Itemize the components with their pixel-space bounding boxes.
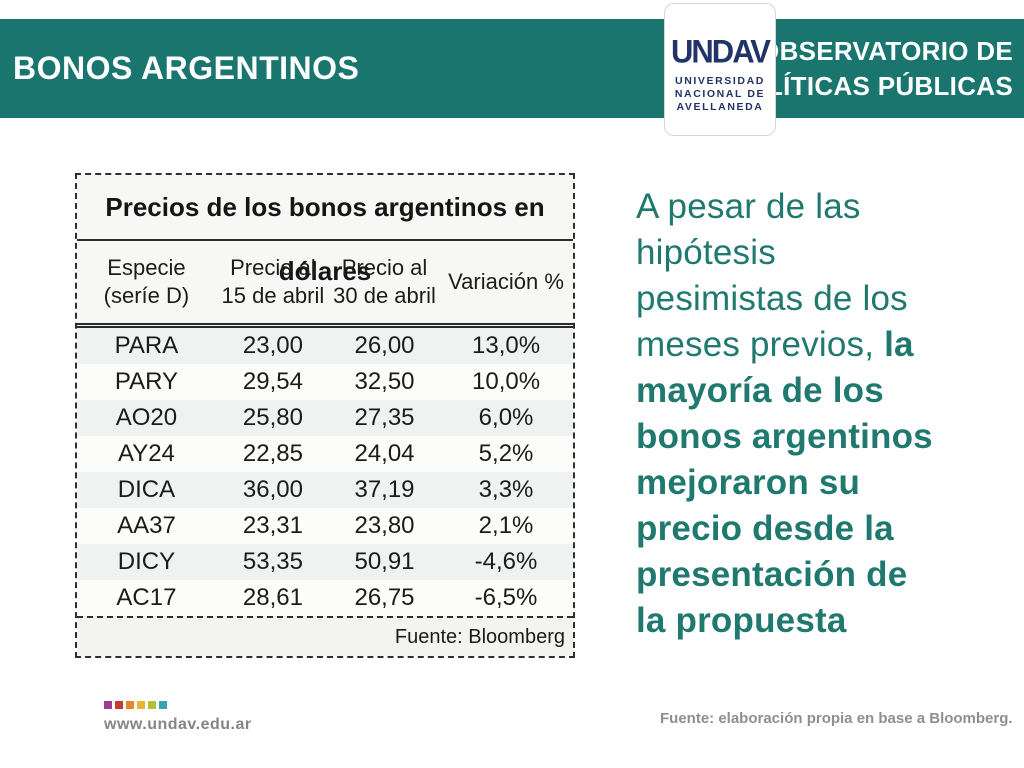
- cell-especie: AC17: [116, 584, 177, 611]
- commentary-line: precio desde la: [636, 506, 1018, 552]
- commentary-line: presentación de: [636, 552, 1018, 598]
- table-title: Precios de los bonos argentinos en dólar…: [77, 175, 573, 286]
- cell-p30: 32,50: [354, 368, 415, 395]
- header-bar: BONOS ARGENTINOS OBSERVATORIO DE POLÍTIC…: [0, 19, 1024, 118]
- table-row: PARY 29,54 32,50 10,0%: [77, 364, 573, 400]
- undav-logo-text-line2: NACIONAL DE: [674, 87, 766, 100]
- cell-var: 13,0%: [472, 332, 541, 359]
- table-row: DICY 53,35 50,91 -4,6%: [77, 544, 573, 580]
- undav-wordmark-icon: UNDAV: [671, 32, 771, 70]
- commentary-line: mejoraron su: [636, 460, 1018, 506]
- observatory-title-line2: POLÍTICAS PÚBLICAS: [728, 70, 1013, 101]
- commentary-line: hipótesis: [636, 230, 1018, 276]
- commentary-segment: meses previos,: [636, 325, 885, 364]
- col-header-precio-30-abril: Precio al 30 de abril: [329, 241, 440, 328]
- table-row: AC17 28,61 26,75 -6,5%: [77, 580, 573, 616]
- cell-p15: 28,61: [242, 584, 303, 611]
- undav-logo: UNDAV UNIVERSIDAD NACIONAL DE AVELLANEDA: [664, 3, 776, 136]
- table-row: AO20 25,80 27,35 6,0%: [77, 400, 573, 436]
- cell-especie: AY24: [117, 440, 175, 467]
- brand-dot-icon: [148, 701, 156, 709]
- cell-p15: 29,54: [242, 368, 303, 395]
- brand-dot-icon: [115, 701, 123, 709]
- commentary-line: A pesar de las: [636, 184, 1018, 230]
- cell-especie: AA37: [117, 512, 176, 539]
- observatory-title: OBSERVATORIO DE POLÍTICAS PÚBLICAS: [729, 19, 1013, 118]
- cell-especie: PARY: [114, 368, 178, 395]
- table-row: DICA 36,00 37,19 3,3%: [77, 472, 573, 508]
- brand-dot-icon: [159, 701, 167, 709]
- page-title: BONOS ARGENTINOS: [13, 50, 360, 86]
- cell-p15: 53,35: [242, 548, 303, 575]
- cell-p30: 24,04: [354, 440, 415, 467]
- cell-var: -4,6%: [474, 548, 538, 575]
- cell-p30: 26,00: [354, 332, 415, 359]
- cell-var: 2,1%: [478, 512, 534, 539]
- cell-var: 5,2%: [478, 440, 534, 467]
- commentary-line: la propuesta: [636, 598, 1018, 644]
- commentary-bold-segment: mejoraron su: [636, 463, 861, 502]
- commentary-segment: pesimistas de los: [636, 279, 908, 318]
- undav-logo-text: UNIVERSIDAD NACIONAL DE AVELLANEDA: [675, 75, 765, 114]
- cell-p15: 22,85: [242, 440, 303, 467]
- table-body: PARA 23,00 26,00 13,0% PARY 29,54 32,50 10,0% AO…: [77, 325, 573, 616]
- cell-p15: 25,80: [242, 404, 303, 431]
- commentary-bold-segment: precio desde la: [636, 509, 894, 548]
- brand-dot-icon: [137, 701, 145, 709]
- table-row: AA37 23,31 23,80 2,1%: [77, 508, 573, 544]
- commentary-line: bonos argentinos: [636, 414, 1018, 460]
- cell-especie: AO20: [115, 404, 178, 431]
- commentary-bold-segment: la: [884, 325, 914, 364]
- commentary-line: pesimistas de los: [636, 276, 1018, 322]
- commentary-bold-segment: bonos argentinos: [636, 417, 933, 456]
- table-row: PARA 23,00 26,00 13,0%: [77, 325, 573, 364]
- source-note: Fuente: elaboración propia en base a Blo…: [660, 710, 1013, 727]
- cell-p30: 27,35: [354, 404, 415, 431]
- cell-p30: 26,75: [354, 584, 415, 611]
- cell-p30: 23,80: [354, 512, 415, 539]
- commentary-bold-segment: mayoría de los: [636, 371, 884, 410]
- commentary-segment: hipótesis: [636, 233, 776, 272]
- col-header-especie: Especie (seríe D): [77, 241, 216, 328]
- cell-var: -6,5%: [474, 584, 538, 611]
- cell-especie: PARA: [114, 332, 179, 359]
- commentary-bold-segment: presentación de: [636, 555, 908, 594]
- brand-dots-icon: [104, 701, 167, 709]
- brand-dot-icon: [126, 701, 134, 709]
- cell-p15: 23,00: [242, 332, 303, 359]
- col-header-precio-15-abril: Precio al 15 de abril: [215, 241, 330, 328]
- table-header-row: Especie (seríe D) Precio al 15 de abril …: [77, 241, 573, 328]
- bond-price-table-card: Precios de los bonos argentinos en dólar…: [75, 173, 575, 658]
- col-header-variacion: Variación %: [439, 241, 573, 328]
- cell-p15: 36,00: [242, 476, 303, 503]
- observatory-title-line1: OBSERVATORIO DE: [759, 35, 1013, 66]
- commentary-bold-segment: la propuesta: [636, 601, 847, 640]
- commentary-segment: A pesar de las: [636, 187, 861, 226]
- cell-p15: 23,31: [242, 512, 303, 539]
- cell-p30: 37,19: [354, 476, 415, 503]
- website-url: www.undav.edu.ar: [104, 716, 252, 733]
- cell-var: 10,0%: [472, 368, 541, 395]
- undav-logo-text-line3: AVELLANEDA: [676, 100, 764, 113]
- table-row: AY24 22,85 24,04 5,2%: [77, 436, 573, 472]
- undav-logo-text-line1: UNIVERSIDAD: [675, 74, 765, 87]
- cell-var: 6,0%: [478, 404, 534, 431]
- brand-dot-icon: [104, 701, 112, 709]
- commentary-line: meses previos, la: [636, 322, 1018, 368]
- table-source: Fuente: Bloomberg: [77, 616, 573, 656]
- cell-p30: 50,91: [354, 548, 415, 575]
- commentary-text: A pesar de las hipótesis pesimistas de los…: [636, 184, 1018, 644]
- cell-especie: DICA: [117, 476, 176, 503]
- cell-especie: DICY: [117, 548, 176, 575]
- commentary-line: mayoría de los: [636, 368, 1018, 414]
- bond-price-table: Especie (seríe D) Precio al 15 de abril …: [77, 241, 573, 616]
- cell-var: 3,3%: [478, 476, 534, 503]
